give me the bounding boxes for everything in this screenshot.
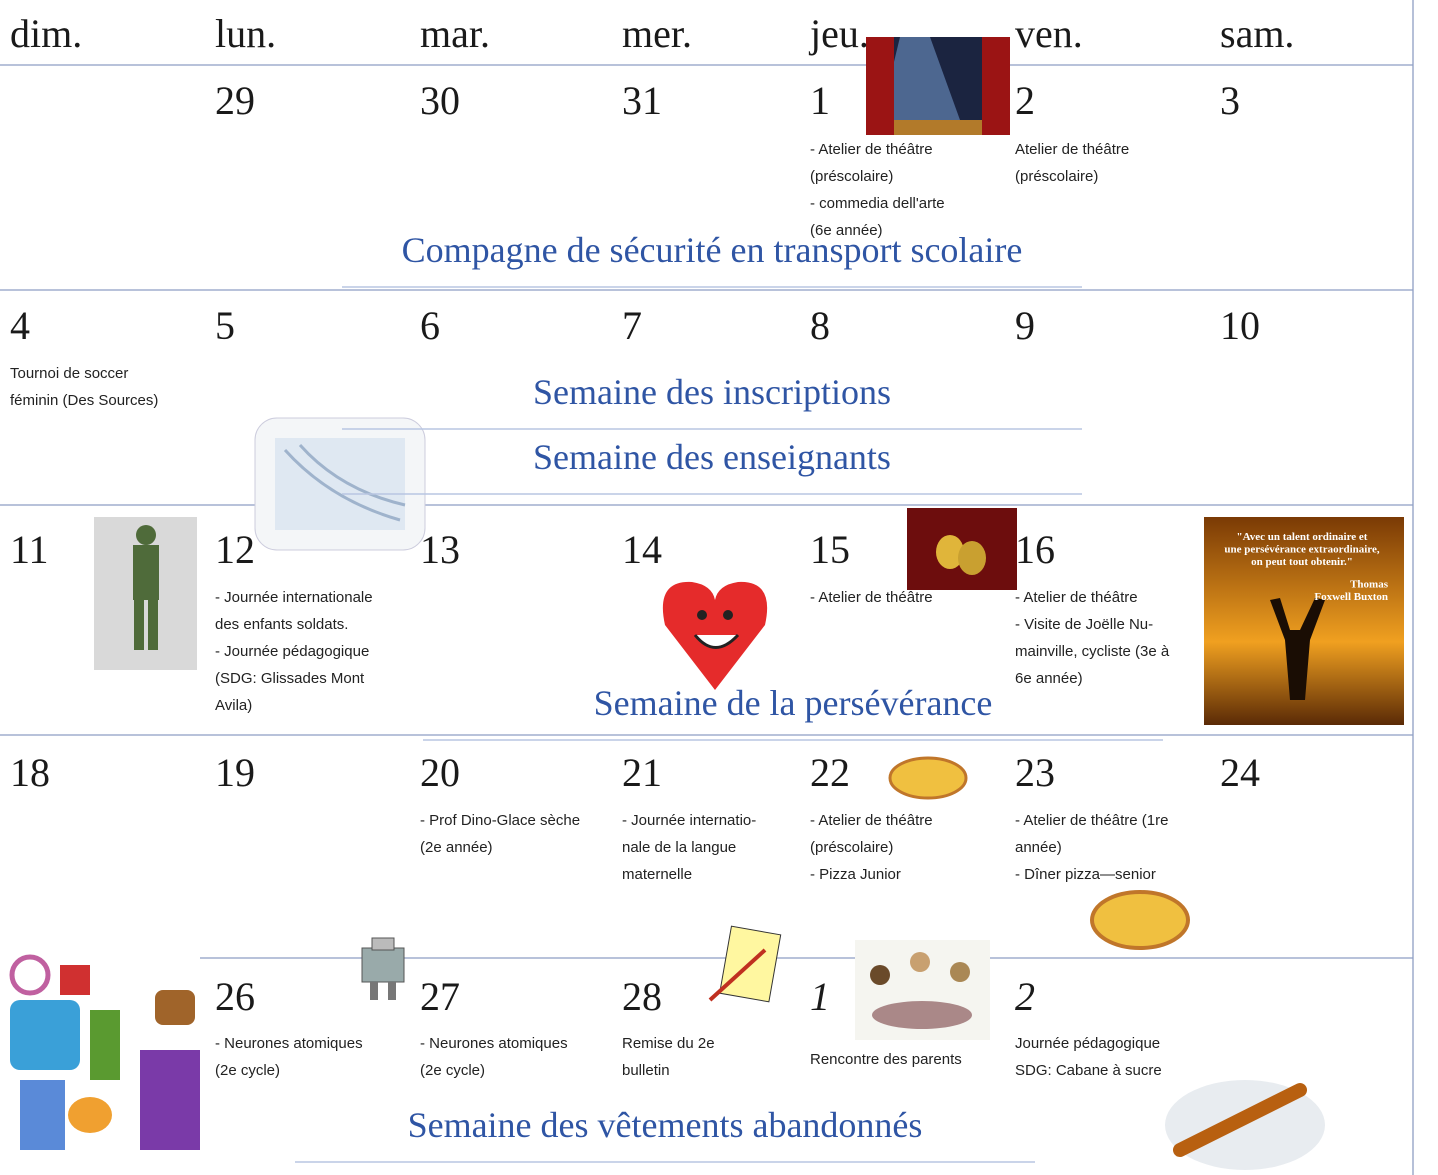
day-number: 14 bbox=[622, 527, 662, 572]
day-number: 23 bbox=[1015, 750, 1055, 795]
weekday: lun. bbox=[215, 11, 276, 56]
quote-text: Thomas bbox=[1350, 579, 1389, 591]
event-text: (préscolaire) bbox=[810, 168, 893, 185]
event-text: - Journée internatio- bbox=[622, 812, 756, 829]
weekday: jeu. bbox=[808, 11, 869, 56]
day-number: 1 bbox=[810, 78, 830, 123]
day-number: 30 bbox=[420, 78, 460, 123]
day-number: 12 bbox=[215, 527, 255, 572]
heart-image bbox=[662, 581, 768, 690]
event-text: - Atelier de théâtre bbox=[810, 589, 933, 606]
day-number: 26 bbox=[215, 974, 255, 1019]
weekday: mer. bbox=[622, 11, 692, 56]
event-text: (2e cycle) bbox=[215, 1062, 280, 1079]
weekday: dim. bbox=[10, 11, 82, 56]
quote-text: "Avec un talent ordinaire et bbox=[1237, 531, 1368, 543]
day-number: 15 bbox=[810, 527, 850, 572]
day-number: 8 bbox=[810, 303, 830, 348]
day-number: 7 bbox=[622, 303, 642, 348]
day-number: 20 bbox=[420, 750, 460, 795]
event-text: - Pizza Junior bbox=[810, 866, 901, 883]
masks-image bbox=[907, 508, 1017, 590]
event-text: nale de la langue bbox=[622, 839, 736, 856]
clothes-image bbox=[9, 954, 200, 1150]
day-number: 29 bbox=[215, 78, 255, 123]
banner: Semaine de la persévérance bbox=[594, 683, 993, 723]
day-number: 16 bbox=[1015, 527, 1055, 572]
event-text: - Neurones atomiques bbox=[420, 1035, 568, 1052]
day-number: 1 bbox=[810, 974, 830, 1019]
day-number: 24 bbox=[1220, 750, 1260, 795]
event-text: année) bbox=[1015, 839, 1062, 856]
event-text: (préscolaire) bbox=[1015, 168, 1098, 185]
banner: Semaine des enseignants bbox=[533, 437, 891, 477]
day-number: 2 bbox=[1015, 78, 1035, 123]
day-number: 31 bbox=[622, 78, 662, 123]
day-number: 5 bbox=[215, 303, 235, 348]
quote-text: on peut tout obtenir." bbox=[1251, 556, 1353, 568]
day-number: 10 bbox=[1220, 303, 1260, 348]
banner: Semaine des inscriptions bbox=[533, 372, 891, 412]
event-text: SDG: Cabane à sucre bbox=[1015, 1062, 1162, 1079]
event-text: des enfants soldats. bbox=[215, 616, 348, 633]
event-text: Avila) bbox=[215, 697, 252, 714]
event-text: - Atelier de théâtre bbox=[1015, 589, 1138, 606]
day-number: 13 bbox=[420, 527, 460, 572]
notepad-image bbox=[708, 925, 782, 1003]
snow-image bbox=[254, 417, 426, 551]
event-text: - commedia dell'arte bbox=[810, 195, 945, 212]
event-text: Journée pédagogique bbox=[1015, 1035, 1160, 1052]
event-text: Rencontre des parents bbox=[810, 1051, 962, 1068]
day-number: 2 bbox=[1015, 974, 1035, 1019]
day-number: 22 bbox=[810, 750, 850, 795]
sugar-image bbox=[1165, 1080, 1325, 1170]
day-number: 28 bbox=[622, 974, 662, 1019]
day-number: 4 bbox=[10, 303, 30, 348]
day-number: 27 bbox=[420, 974, 460, 1019]
event-text: - Neurones atomiques bbox=[215, 1035, 363, 1052]
event-text: - Atelier de théâtre (1re bbox=[1015, 812, 1168, 829]
event-text: (2e année) bbox=[420, 839, 493, 856]
event-text: Tournoi de soccer bbox=[10, 365, 128, 382]
weekday: mar. bbox=[420, 11, 490, 56]
stage-image bbox=[866, 37, 1010, 135]
event-text: (préscolaire) bbox=[810, 839, 893, 856]
banner: Compagne de sécurité en transport scolai… bbox=[402, 230, 1023, 270]
day-number: 9 bbox=[1015, 303, 1035, 348]
event-text: Remise du 2e bbox=[622, 1035, 715, 1052]
event-text: féminin (Des Sources) bbox=[10, 392, 158, 409]
weekday: ven. bbox=[1015, 11, 1083, 56]
robot-image bbox=[361, 937, 405, 1000]
event-text: - Journée internationale bbox=[215, 589, 373, 606]
event-text: (6e année) bbox=[810, 222, 883, 239]
event-text: - Visite de Joëlle Nu- bbox=[1015, 616, 1153, 633]
event-text: 6e année) bbox=[1015, 670, 1083, 687]
quote-text: Foxwell Buxton bbox=[1314, 591, 1388, 603]
day-number: 6 bbox=[420, 303, 440, 348]
event-text: - Atelier de théâtre bbox=[810, 812, 933, 829]
quote-image bbox=[1204, 517, 1404, 725]
event-text: maternelle bbox=[622, 866, 692, 883]
event-text: - Dîner pizza—senior bbox=[1015, 866, 1156, 883]
parents-image bbox=[855, 940, 990, 1040]
event-text: (SDG: Glissades Mont bbox=[215, 670, 365, 687]
soldier-image bbox=[94, 517, 197, 670]
pizza-image bbox=[888, 756, 1190, 950]
day-number: 3 bbox=[1220, 78, 1240, 123]
event-text: - Prof Dino-Glace sèche bbox=[420, 812, 580, 829]
banner: Semaine des vêtements abandonnés bbox=[408, 1105, 923, 1145]
event-text: - Atelier de théâtre bbox=[810, 141, 933, 158]
weekday: sam. bbox=[1220, 11, 1294, 56]
event-text: mainville, cycliste (3e à bbox=[1015, 643, 1170, 660]
event-text: bulletin bbox=[622, 1062, 670, 1079]
event-text: (2e cycle) bbox=[420, 1062, 485, 1079]
quote-text: une persévérance extraordinaire, bbox=[1224, 544, 1380, 556]
event-text: Atelier de théâtre bbox=[1015, 141, 1129, 158]
day-number: 21 bbox=[622, 750, 662, 795]
day-number: 11 bbox=[10, 527, 49, 572]
day-number: 19 bbox=[215, 750, 255, 795]
event-text: - Journée pédagogique bbox=[215, 643, 369, 660]
day-number: 18 bbox=[10, 750, 50, 795]
